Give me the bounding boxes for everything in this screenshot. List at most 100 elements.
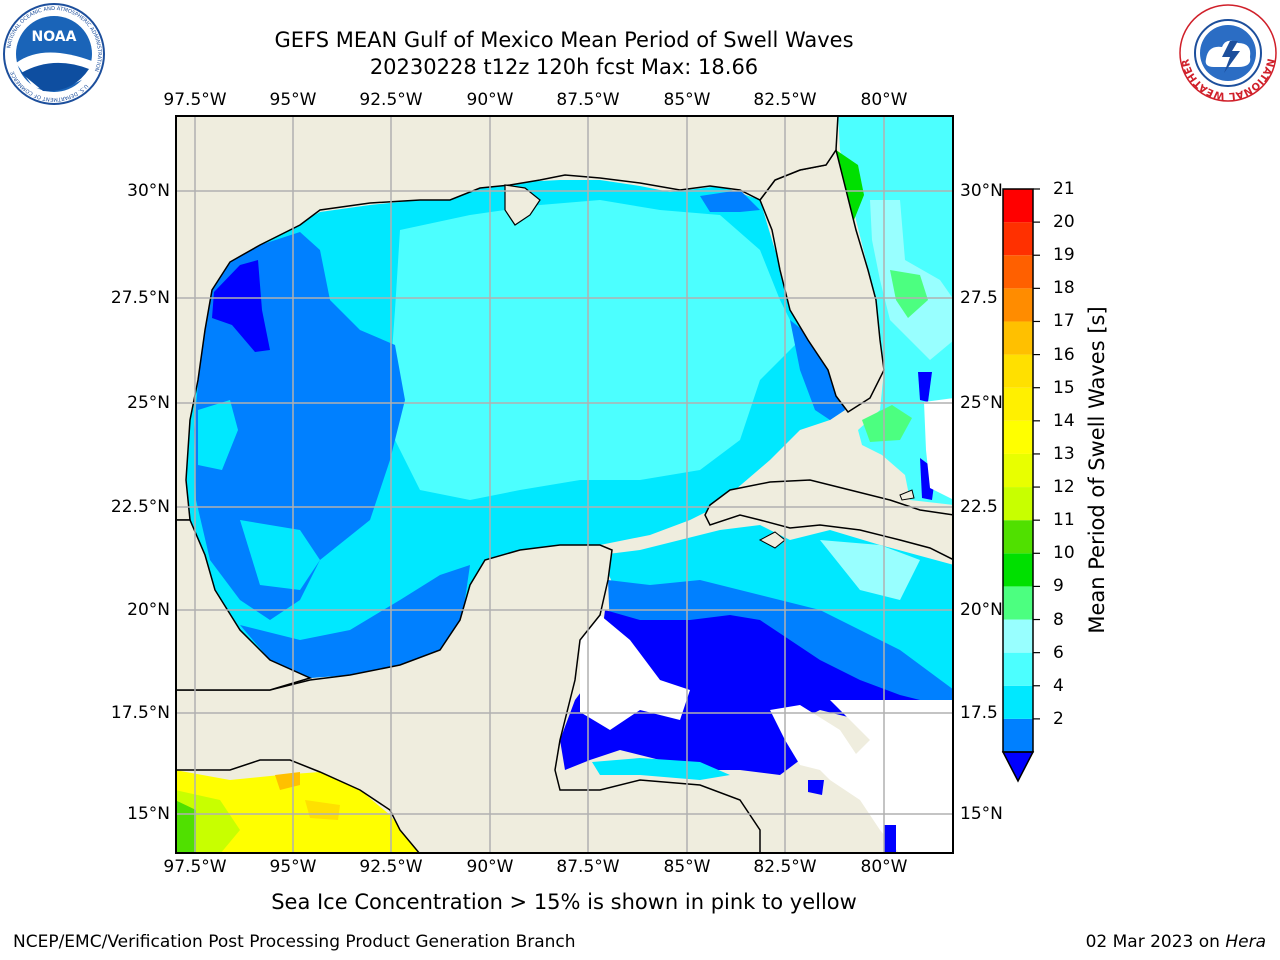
lat-label: 15°N xyxy=(960,804,1003,824)
colorbar-segment xyxy=(1003,553,1033,587)
lat-label: 30°N xyxy=(960,181,1003,201)
lat-label: 22.5 xyxy=(960,497,998,517)
gulf-west-dark-core xyxy=(212,260,270,352)
map-subtitle-forecast: 20230228 t12z 120h fcst Max: 18.66 xyxy=(369,55,759,79)
colorbar-title: Mean Period of Swell Waves [s] xyxy=(1085,306,1109,634)
lon-label: 82.5°W xyxy=(753,90,817,110)
bahamas-land xyxy=(899,489,915,501)
lon-label: 82.5°W xyxy=(753,857,817,877)
colorbar-segment xyxy=(1003,222,1033,256)
lon-label: 90°W xyxy=(466,857,514,877)
lon-label: 87.5°W xyxy=(556,857,620,877)
colorbar-label: 21 xyxy=(1053,179,1075,199)
nws-logo: NATIONAL WEATHER SERVICE xyxy=(1178,3,1277,102)
florida-coastal-band xyxy=(790,320,845,420)
atlantic-green-patch xyxy=(890,270,928,318)
atlantic-bright-green-patch xyxy=(836,150,864,225)
colorbar-label: 16 xyxy=(1053,344,1075,365)
colorbar-segment xyxy=(1003,453,1033,488)
caribbean-dark-core xyxy=(560,610,920,775)
lon-label: 90°W xyxy=(466,90,514,110)
lon-label: 97.5°W xyxy=(163,90,227,110)
mexico-west-land xyxy=(175,519,313,691)
caribbean-dark-strip-2 xyxy=(808,780,824,795)
colorbar-segment xyxy=(1003,354,1033,388)
colorbar-segment xyxy=(1003,586,1033,620)
colorbar-label: 17 xyxy=(1053,311,1075,332)
lat-label: 22.5°N xyxy=(110,497,170,517)
colorbar-segment xyxy=(1003,685,1033,719)
colorbar-border xyxy=(1002,188,1034,753)
colorbar-label: 6 xyxy=(1053,642,1064,663)
map-border xyxy=(175,115,954,854)
bahamas-blue-streak xyxy=(918,372,932,402)
footer-producer: NCEP/EMC/Verification Post Processing Pr… xyxy=(13,932,576,952)
lon-label: 85°W xyxy=(663,90,711,110)
gulf-west-light-patch-2 xyxy=(240,520,320,590)
colorbar-segment xyxy=(1003,321,1033,355)
noaa-logo: NOAA NATIONAL OCEANIC AND ATMOSPHERIC AD… xyxy=(3,3,105,105)
lon-label: 97.5°W xyxy=(163,857,227,877)
atlantic-white-gap xyxy=(924,398,954,500)
colorbar-label: 10 xyxy=(1053,543,1075,564)
colorbar-segment xyxy=(1003,255,1033,289)
colorbar-label: 20 xyxy=(1053,212,1075,233)
colorbar-label: 19 xyxy=(1053,245,1075,266)
colorbar-label: 15 xyxy=(1053,377,1075,398)
us-gulf-coast-land xyxy=(175,115,839,521)
colorbar-segment xyxy=(1003,520,1033,554)
colorbar-label: 2 xyxy=(1053,708,1064,729)
colorbar-label: 12 xyxy=(1053,477,1075,498)
honduras-coastal-band xyxy=(592,758,730,780)
lat-label: 20°N xyxy=(127,600,170,620)
colorbar-label: 9 xyxy=(1053,576,1064,597)
ne-gulf-coastal-band xyxy=(700,190,760,212)
mississippi-delta-land xyxy=(504,184,541,226)
colorbar-ticks xyxy=(1033,188,1040,720)
lat-label: 27.5 xyxy=(960,288,998,308)
cuba-land xyxy=(704,479,954,561)
colorbar-segments xyxy=(1003,189,1033,752)
lat-label: 25°N xyxy=(960,393,1003,413)
colorbar-label: 18 xyxy=(1053,278,1075,299)
lon-label: 92.5°W xyxy=(359,857,423,877)
bahamas-green-patch xyxy=(862,405,912,442)
colorbar-segment xyxy=(1003,487,1033,521)
colorbar-segment xyxy=(1003,387,1033,421)
colorbar xyxy=(1001,188,1040,783)
lat-label: 20°N xyxy=(960,600,1003,620)
colorbar-segment xyxy=(1003,619,1033,653)
map-title: GEFS MEAN Gulf of Mexico Mean Period of … xyxy=(274,28,854,52)
lat-label: 30°N xyxy=(127,181,170,201)
lon-label: 95°W xyxy=(269,857,317,877)
lat-label: 15°N xyxy=(127,804,170,824)
colorbar-under-triangle xyxy=(1001,751,1035,783)
colorbar-segment xyxy=(1003,652,1033,686)
colorbar-label: 11 xyxy=(1053,510,1075,531)
map-panel xyxy=(175,115,954,854)
footer-host: Hera xyxy=(1225,932,1266,952)
caribbean-dark-strip xyxy=(884,825,896,854)
no-data-patch xyxy=(580,615,690,730)
caribbean-pale-zone xyxy=(820,540,920,600)
colorbar-label: 13 xyxy=(1053,443,1075,464)
pacific-orange-patch-2 xyxy=(305,800,340,820)
lon-label: 85°W xyxy=(663,857,711,877)
lat-label: 25°N xyxy=(127,393,170,413)
lon-label: 92.5°W xyxy=(359,90,423,110)
no-data-patch-3 xyxy=(810,700,954,854)
colorbar-segment xyxy=(1003,189,1033,223)
gulf-west-light-patch xyxy=(198,400,238,470)
colorbar-label: 4 xyxy=(1053,675,1064,696)
campeche-band xyxy=(240,565,470,678)
footer-date-text: 02 Mar 2023 on xyxy=(1085,932,1226,952)
graticule xyxy=(175,115,954,854)
lat-label: 27.5°N xyxy=(110,288,170,308)
colorbar-label: 14 xyxy=(1053,410,1075,431)
sea-ice-note: Sea Ice Concentration > 15% is shown in … xyxy=(271,890,857,914)
colorbar-segment xyxy=(1003,420,1033,454)
lon-label: 87.5°W xyxy=(556,90,620,110)
colorbar-segment xyxy=(1003,288,1033,322)
gulf-center-pale xyxy=(390,200,800,500)
noaa-logo-text: NOAA xyxy=(32,29,77,45)
